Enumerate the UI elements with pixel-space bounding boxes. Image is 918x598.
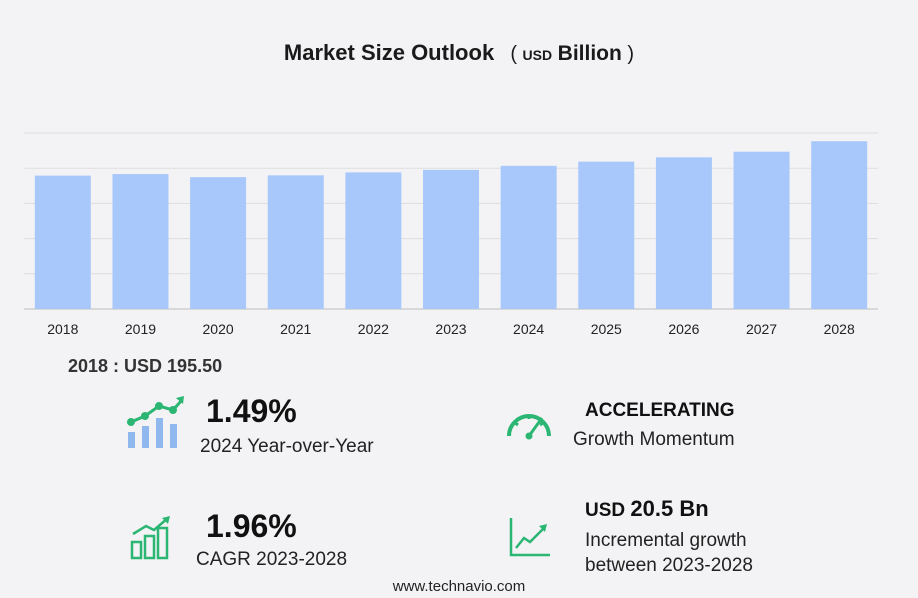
unit-word: Billion <box>557 42 622 65</box>
cagr-label: CAGR 2023-2028 <box>196 549 348 570</box>
x-tick-label: 2018 <box>47 321 78 337</box>
yoy-label: 2024 Year-over-Year <box>200 436 374 457</box>
bar-2026 <box>655 157 712 309</box>
unit-open: ( <box>510 43 517 65</box>
bar-2023 <box>423 169 479 309</box>
momentum-value: ACCELERATING <box>585 400 735 421</box>
bar-2021 <box>267 175 324 309</box>
incremental-value: USD 20.5 Bn <box>585 496 709 522</box>
x-tick-label: 2019 <box>125 321 156 337</box>
bar-2019 <box>112 174 169 309</box>
x-tick-label: 2021 <box>280 321 311 337</box>
x-tick-label: 2028 <box>824 321 855 337</box>
x-tick-label: 2023 <box>435 321 466 337</box>
unit-close: ) <box>627 43 635 65</box>
x-tick-label: 2027 <box>746 321 777 337</box>
bar-2024 <box>500 165 557 309</box>
bar-2020 <box>190 177 247 309</box>
bar-2025 <box>578 161 635 309</box>
yoy-value: 1.49% <box>206 393 297 429</box>
chart-title: Market Size Outlook ( USD Billion ) <box>0 40 918 66</box>
x-tick-label: 2025 <box>591 321 622 337</box>
incremental-label-line2: between 2023-2028 <box>585 555 753 576</box>
source-url: www.technavio.com <box>392 578 526 595</box>
incremental-prefix: USD <box>585 500 626 521</box>
x-tick-label: 2022 <box>358 321 389 337</box>
bar-chart: 2018 2019 2020 2021 2022 2023 2024 2025 2026 2027… <box>24 132 878 337</box>
bar-2027 <box>733 151 790 309</box>
incremental-label-line1: Incremental growth <box>585 530 747 551</box>
x-tick-label: 2024 <box>513 321 544 337</box>
title-text: Market Size Outlook <box>283 40 495 65</box>
title-unit: ( USD Billion ) <box>510 42 635 65</box>
bar-growth-icon <box>130 516 170 560</box>
x-tick-label: 2020 <box>203 321 234 337</box>
line-growth-icon <box>509 518 550 557</box>
cagr-value: 1.96% <box>206 508 297 544</box>
speedometer-icon <box>507 414 551 440</box>
base-year-value: 2018 : USD 195.50 <box>68 356 223 376</box>
x-tick-label: 2026 <box>668 321 699 337</box>
unit-prefix: USD <box>522 47 553 63</box>
growth-chart-icon <box>127 396 184 448</box>
bar-2028 <box>811 141 868 309</box>
momentum-label: Growth Momentum <box>573 429 735 450</box>
incremental-amount: 20.5 Bn <box>630 496 709 521</box>
bar-2018 <box>34 175 91 309</box>
bar-2022 <box>345 172 402 309</box>
